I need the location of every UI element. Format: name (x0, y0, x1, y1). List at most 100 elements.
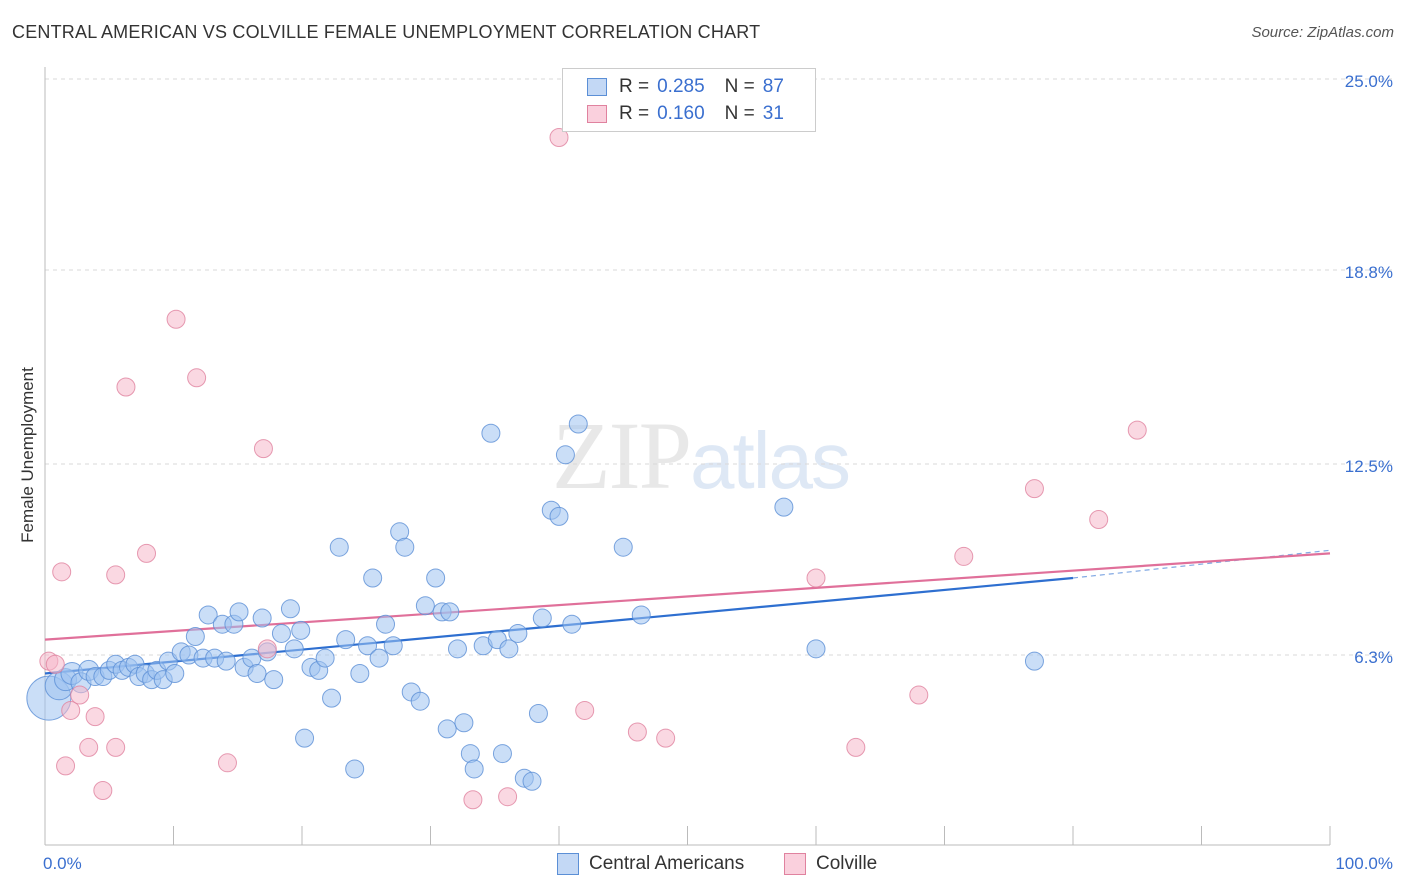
data-point[interactable] (56, 756, 76, 776)
data-point[interactable] (247, 663, 267, 683)
data-point[interactable] (562, 614, 582, 634)
data-point[interactable] (363, 568, 383, 588)
series-central-americans (26, 414, 1044, 791)
chart-title: CENTRAL AMERICAN VS COLVILLE FEMALE UNEM… (12, 22, 761, 42)
data-point[interactable] (846, 737, 866, 757)
data-point[interactable] (656, 728, 676, 748)
data-point[interactable] (426, 568, 446, 588)
chart-source: Source: ZipAtlas.com (1251, 24, 1394, 41)
data-point[interactable] (166, 309, 186, 329)
points-layer (26, 128, 1147, 810)
watermark: ZIPatlas (552, 400, 851, 511)
data-point[interactable] (85, 707, 105, 727)
data-point[interactable] (528, 704, 548, 724)
data-point[interactable] (627, 722, 647, 742)
data-point[interactable] (93, 781, 113, 801)
data-point[interactable] (61, 700, 81, 720)
data-point[interactable] (70, 685, 90, 705)
data-point[interactable] (549, 506, 569, 526)
data-point[interactable] (454, 713, 474, 733)
legend-r-label: R = (619, 103, 650, 124)
label-layer: 6.3% 12.5% 18.8% 25.0% 0.0% 100.0% (43, 72, 1393, 873)
data-point[interactable] (522, 771, 542, 791)
data-point[interactable] (137, 543, 157, 563)
data-point[interactable] (252, 608, 272, 628)
data-point[interactable] (116, 377, 136, 397)
data-point[interactable] (631, 605, 651, 625)
data-point[interactable] (464, 759, 484, 779)
y-tick-label: 12.5% (1345, 457, 1393, 476)
y-axis-label: Female Unemployment (18, 367, 37, 543)
data-point[interactable] (358, 636, 378, 656)
watermark-atlas: atlas (690, 416, 851, 505)
data-point[interactable] (1024, 479, 1044, 499)
data-point[interactable] (165, 663, 185, 683)
data-point[interactable] (253, 439, 273, 459)
legend-swatch-colville (587, 105, 607, 123)
data-point[interactable] (187, 368, 207, 388)
data-point[interactable] (806, 568, 826, 588)
data-point[interactable] (45, 654, 65, 674)
data-point[interactable] (257, 639, 277, 659)
data-point[interactable] (229, 602, 249, 622)
data-point[interactable] (437, 719, 457, 739)
data-point[interactable] (106, 737, 126, 757)
data-point[interactable] (322, 688, 342, 708)
data-point[interactable] (291, 620, 311, 640)
data-point[interactable] (499, 639, 519, 659)
data-point[interactable] (376, 614, 396, 634)
data-point[interactable] (198, 605, 218, 625)
data-point[interactable] (532, 608, 552, 628)
data-point[interactable] (410, 691, 430, 711)
data-point[interactable] (383, 636, 403, 656)
data-point[interactable] (1024, 651, 1044, 671)
legend-r-value: 0.160 (657, 103, 705, 124)
data-point[interactable] (216, 651, 236, 671)
data-point[interactable] (1127, 420, 1147, 440)
data-point[interactable] (264, 670, 284, 690)
legend-stats-row-colville: R = 0.160 N = 31 (587, 103, 784, 125)
legend-swatch-central-bottom (557, 853, 579, 875)
data-point[interactable] (315, 648, 335, 668)
data-point[interactable] (280, 599, 300, 619)
data-point[interactable] (336, 630, 356, 650)
legend-item-colville[interactable]: Colville (784, 852, 877, 876)
data-point[interactable] (271, 623, 291, 643)
data-point[interactable] (329, 537, 349, 557)
data-point[interactable] (463, 790, 483, 810)
data-point[interactable] (498, 787, 518, 807)
data-point[interactable] (350, 663, 370, 683)
data-point[interactable] (217, 753, 237, 773)
series-colville (39, 128, 1147, 810)
data-point[interactable] (774, 497, 794, 517)
legend-r-label: R = (619, 76, 650, 97)
legend-r-value: 0.285 (657, 76, 705, 97)
data-point[interactable] (481, 423, 501, 443)
data-point[interactable] (575, 700, 595, 720)
data-point[interactable] (415, 596, 435, 616)
data-point[interactable] (555, 445, 575, 465)
data-point[interactable] (508, 623, 528, 643)
data-point[interactable] (492, 744, 512, 764)
data-point[interactable] (613, 537, 633, 557)
legend-item-central-americans[interactable]: Central Americans (557, 852, 744, 876)
data-point[interactable] (295, 728, 315, 748)
legend-label-colville: Colville (816, 853, 878, 874)
data-point[interactable] (369, 648, 389, 668)
data-point[interactable] (1089, 509, 1109, 529)
data-point[interactable] (79, 737, 99, 757)
data-point[interactable] (395, 537, 415, 557)
data-point[interactable] (806, 639, 826, 659)
data-point[interactable] (185, 627, 205, 647)
data-point[interactable] (447, 639, 467, 659)
data-point[interactable] (954, 546, 974, 566)
data-point[interactable] (440, 602, 460, 622)
data-point[interactable] (909, 685, 929, 705)
data-point[interactable] (52, 562, 72, 582)
data-point[interactable] (284, 639, 304, 659)
data-point[interactable] (549, 128, 569, 148)
data-point[interactable] (345, 759, 365, 779)
data-point[interactable] (106, 565, 126, 585)
data-point[interactable] (568, 414, 588, 434)
